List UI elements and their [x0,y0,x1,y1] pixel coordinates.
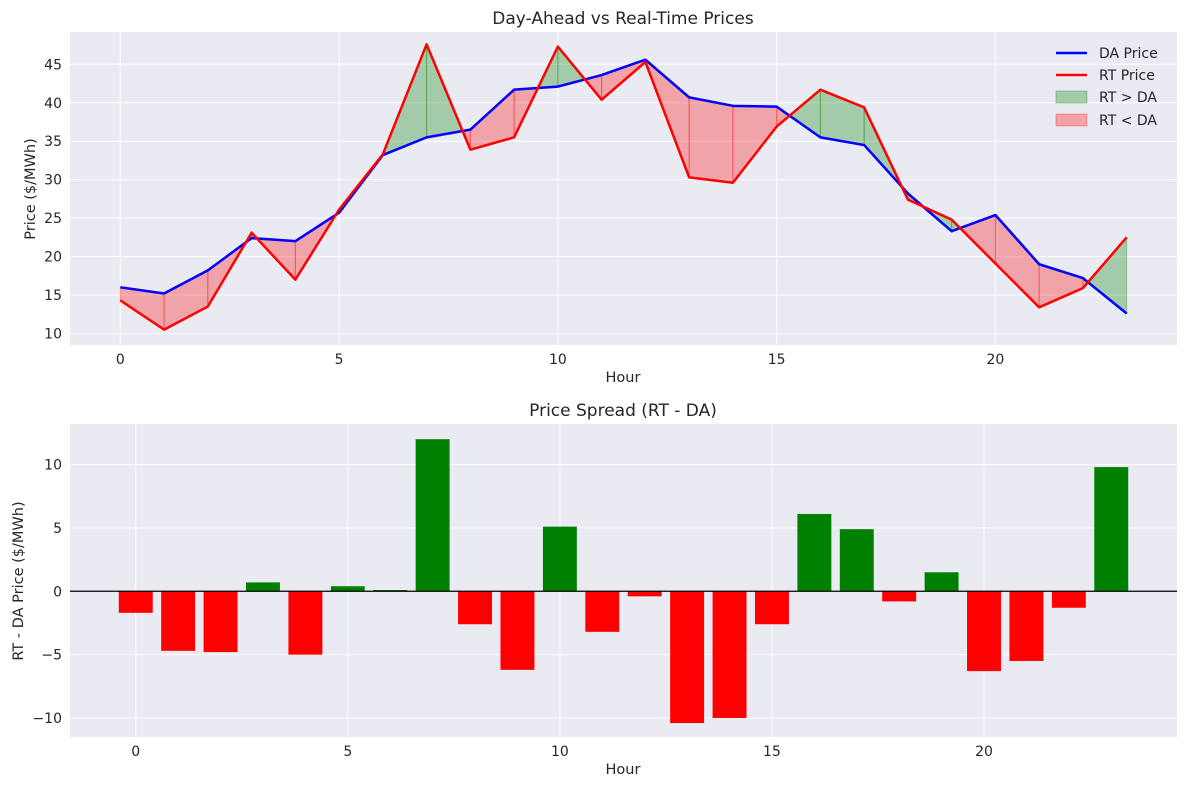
bottom-y-tick-label: 10 [44,458,62,474]
spread-bar [542,526,577,592]
top-grid [70,32,1177,345]
spread-bar [161,591,196,651]
spread-bar [839,529,874,592]
top-y-axis-label: Price ($/MWh) [23,138,39,239]
spread-bar [373,590,408,592]
bottom-x-axis-label: Hour [606,762,641,778]
top-plot-background [70,32,1177,345]
bottom-x-tick-label: 0 [131,744,140,760]
bottom-y-tick-label: −5 [41,648,62,664]
legend-rt-lt-da-swatch [1055,113,1088,127]
bottom-x-tick-label: 5 [343,744,352,760]
spread-bar [203,591,238,653]
top-y-tick-label: 15 [44,288,62,304]
top-y-tick-label: 40 [44,96,62,112]
bottom-y-tick-label: 5 [53,521,62,537]
top-x-ticks: 0 5 10 15 20 [116,352,1004,368]
bottom-x-tick-label: 20 [975,744,993,760]
bottom-plot-background [70,424,1177,737]
bottom-y-axis-label: RT - DA Price ($/MWh) [11,501,27,660]
spread-bar [246,582,280,592]
spread-bar [712,591,747,718]
legend-rt-lt-da-label: RT < DA [1099,113,1157,129]
top-x-tick-label: 20 [987,352,1005,368]
rt-price-line [119,43,1128,331]
legend-rt-gt-da-label: RT > DA [1099,90,1157,106]
spread-bar [627,591,662,597]
spread-bar [288,591,323,655]
bottom-x-tick-label: 15 [763,744,781,760]
spread-bar [882,591,917,602]
top-x-tick-label: 10 [549,352,567,368]
spread-bar [118,591,153,613]
spread-bar-chart: 0 5 10 15 20 −10 −5 0 5 10 Price Spread (RT - DA… [11,401,1177,778]
top-chart-title: Day-Ahead vs Real-Time Prices [492,9,754,29]
spread-bar [330,586,365,592]
spread-bar [670,591,705,724]
spread-bar [1009,591,1044,661]
bottom-x-ticks: 0 5 10 15 20 [131,744,993,760]
spread-bar [415,439,450,592]
spread-bar [967,591,1001,672]
bottom-bars [118,439,1129,724]
spread-bar [585,591,620,632]
price-line-chart: 0 5 10 15 20 10 15 20 25 30 35 40 45 Day-Ahead vs R… [23,9,1177,386]
top-y-tick-label: 45 [44,57,62,73]
legend-da-label: DA Price [1099,46,1158,62]
spread-bar [1051,591,1086,608]
top-y-tick-label: 10 [44,326,62,342]
spread-bar [754,591,789,625]
top-x-tick-label: 5 [335,352,344,368]
bottom-x-tick-label: 10 [551,744,569,760]
bottom-chart-title: Price Spread (RT - DA) [529,401,717,421]
top-legend: DA Price RT Price RT > DA RT < DA [1055,46,1158,129]
top-x-axis-label: Hour [606,370,641,386]
top-x-tick-label: 15 [768,352,786,368]
spread-bar [797,513,832,592]
bottom-y-tick-label: 0 [53,584,62,600]
top-y-tick-label: 20 [44,250,62,266]
top-y-tick-label: 30 [44,173,62,189]
spread-fill [688,96,734,184]
top-x-tick-label: 0 [116,352,125,368]
legend-rt-label: RT Price [1099,68,1155,84]
top-y-tick-label: 35 [44,134,62,150]
spread-bar [500,591,535,670]
bottom-y-ticks: −10 −5 0 5 10 [32,458,62,727]
spread-bar [458,591,493,625]
spread-bar [924,572,959,592]
top-y-ticks: 10 15 20 25 30 35 40 45 [44,57,62,342]
top-y-tick-label: 25 [44,211,62,227]
legend-rt-gt-da-swatch [1055,90,1088,104]
spread-bar [1094,467,1129,592]
top-series-lines [119,43,1128,331]
bottom-y-tick-label: −10 [32,711,62,727]
